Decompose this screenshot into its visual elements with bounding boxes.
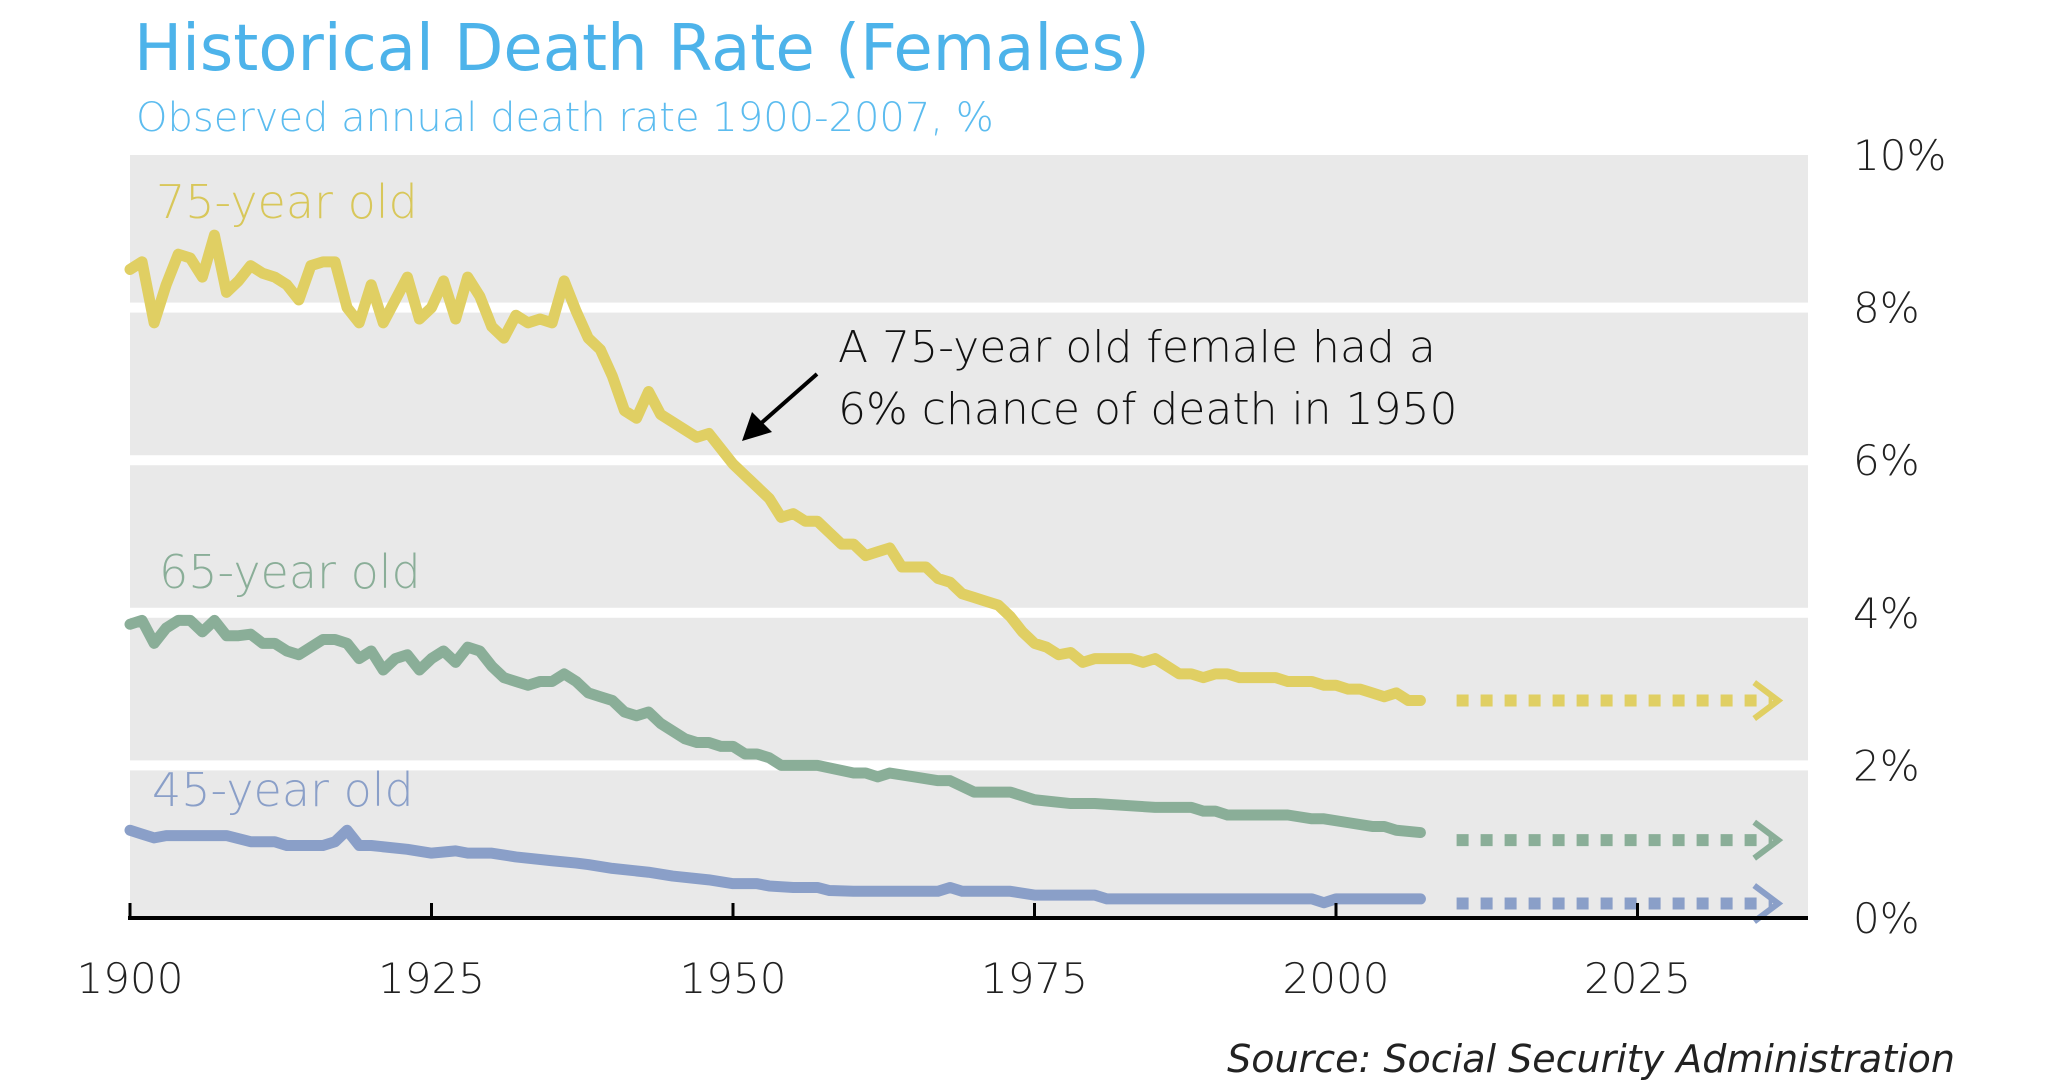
y-tick-label: 4% bbox=[1853, 589, 1920, 638]
y-tick-label: 8% bbox=[1853, 284, 1920, 333]
y-axis-labels: 0% 2% 4% 6% 8% 10% bbox=[1853, 131, 1946, 943]
series-label-65: 65-year old bbox=[159, 545, 421, 599]
x-tick-label: 1950 bbox=[680, 954, 787, 1003]
series-label-75: 75-year old bbox=[156, 175, 418, 229]
series-label-45: 45-year old bbox=[152, 763, 414, 817]
series-line-1 bbox=[124, 614, 1426, 839]
y-tick-label: 0% bbox=[1853, 894, 1920, 943]
annotation-line-1: A 75-year old female had a bbox=[838, 322, 1436, 373]
series-lines bbox=[124, 229, 1784, 924]
y-tick-label: 6% bbox=[1853, 436, 1920, 485]
gridline bbox=[130, 302, 1808, 313]
source-note: Source: Social Security Administration bbox=[1227, 1037, 1955, 1081]
gridline bbox=[130, 607, 1808, 618]
chart-subtitle: Observed annual death rate 1900-2007, % bbox=[136, 95, 994, 141]
x-tick-label: 1975 bbox=[981, 954, 1088, 1003]
y-tick-label: 2% bbox=[1853, 741, 1920, 790]
x-tick-label: 2000 bbox=[1283, 954, 1390, 1003]
y-tick-label: 10% bbox=[1853, 131, 1946, 180]
annotation-arrow-line bbox=[756, 372, 819, 428]
series-line-2 bbox=[124, 824, 1426, 909]
projection-arrow-icon bbox=[1752, 883, 1784, 924]
x-tick-label: 2025 bbox=[1584, 954, 1691, 1003]
gridline bbox=[130, 760, 1808, 771]
x-axis: 1900 1925 1950 1975 2000 2025 bbox=[77, 903, 1808, 1003]
x-tick-label: 1925 bbox=[378, 954, 485, 1003]
projection-arrow-icon bbox=[1752, 819, 1784, 861]
annotation-arrow-head-icon bbox=[742, 412, 772, 441]
projection-arrow-icon bbox=[1752, 680, 1784, 721]
x-tick-label: 1900 bbox=[77, 954, 184, 1003]
annotation: A 75-year old female had a 6% chance of … bbox=[742, 322, 1458, 441]
gridline bbox=[130, 455, 1808, 466]
series-line-0 bbox=[124, 229, 1426, 707]
annotation-line-2: 6% chance of death in 1950 bbox=[838, 384, 1458, 435]
chart-title: Historical Death Rate (Females) bbox=[134, 12, 1150, 86]
